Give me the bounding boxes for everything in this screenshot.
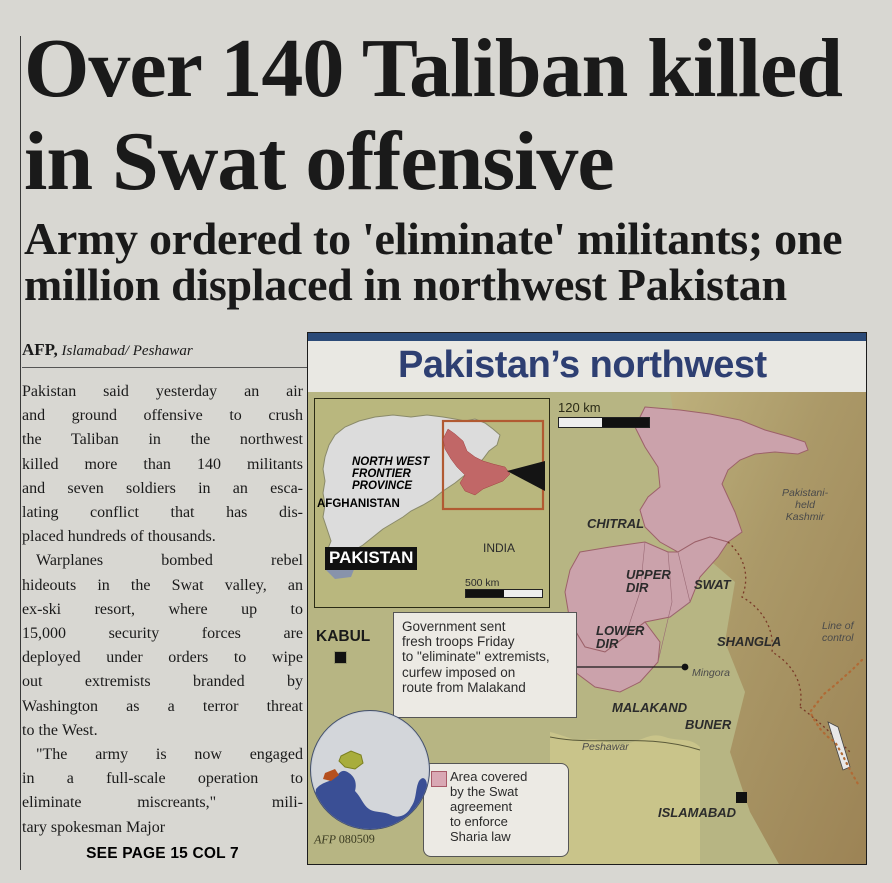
svg-text:NORTH WEST: NORTH WEST	[352, 456, 430, 468]
svg-text:PROVINCE: PROVINCE	[352, 480, 412, 492]
svg-text:AFGHANISTAN: AFGHANISTAN	[317, 498, 400, 510]
svg-text:FRONTIER: FRONTIER	[352, 468, 411, 480]
